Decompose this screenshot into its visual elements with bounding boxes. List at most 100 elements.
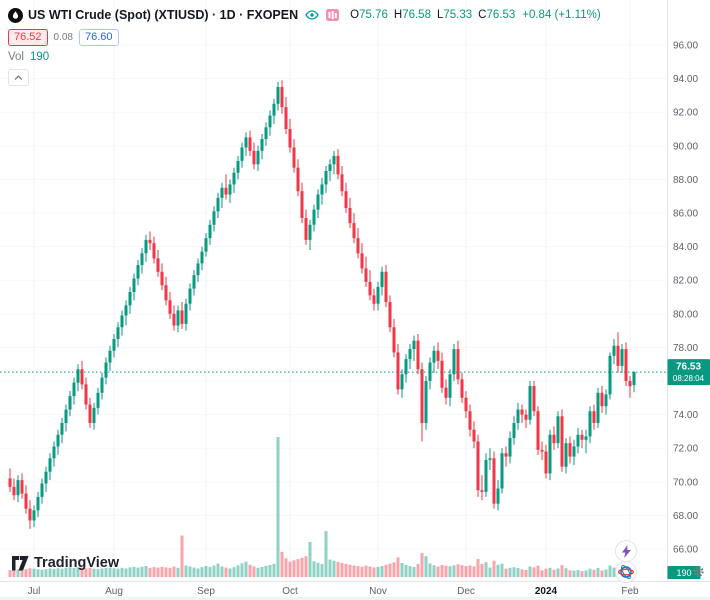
collapse-legend-button[interactable] <box>8 69 29 86</box>
sell-bid-button[interactable]: 76.52 <box>8 29 48 46</box>
candle-body <box>584 436 588 440</box>
volume-bar <box>28 568 32 577</box>
volume-bar <box>420 552 424 577</box>
candle-body <box>112 339 116 351</box>
volume-bar <box>504 568 508 577</box>
volume-bar <box>340 563 344 577</box>
volume-bar <box>120 567 124 577</box>
volume-bar <box>380 566 384 577</box>
candle-body <box>580 434 584 440</box>
svg-text:92.00: 92.00 <box>673 108 698 119</box>
candle-body <box>108 350 112 363</box>
svg-text:Feb: Feb <box>621 586 639 597</box>
time-scrollbar[interactable] <box>0 597 710 600</box>
candle-body <box>60 423 64 435</box>
svg-text:72.00: 72.00 <box>673 444 698 455</box>
volume-bar <box>40 569 44 577</box>
candle-body <box>588 411 592 437</box>
volume-bar <box>220 566 224 577</box>
candle-body <box>72 382 76 397</box>
candle-body <box>512 423 516 439</box>
candle-body <box>44 471 48 484</box>
time-axis[interactable]: Jul Aug Sep Oct Nov Dec 2024 Feb <box>28 586 639 597</box>
candle-body <box>176 310 180 326</box>
candle-body <box>128 291 132 306</box>
volume-bar <box>416 564 420 577</box>
volume-bar <box>500 563 504 577</box>
volume-bar <box>460 565 464 577</box>
candle-body <box>360 253 364 269</box>
candle-body <box>600 392 604 407</box>
volume-bar <box>112 568 116 577</box>
close-value: 76.53 <box>486 9 516 21</box>
candle-body <box>472 429 476 442</box>
candle-body <box>548 434 552 474</box>
candle-body <box>392 327 396 353</box>
buy-ask-button[interactable]: 76.60 <box>79 29 119 46</box>
svg-text:66.00: 66.00 <box>673 545 698 556</box>
candle-body <box>440 360 444 388</box>
volume-bar <box>412 566 416 577</box>
candle-body <box>236 160 240 173</box>
candle-body <box>280 87 284 108</box>
volume-bars <box>8 437 636 577</box>
volume-bar <box>596 568 600 577</box>
volume-bar <box>400 563 404 577</box>
candle-body <box>36 496 40 511</box>
candle-body <box>144 239 148 254</box>
candle-body <box>152 243 156 259</box>
price-axis[interactable]: 96.00 94.00 92.00 90.00 88.00 86.00 84.00 82.00… <box>673 41 698 556</box>
tradingview-logo-icon <box>12 555 29 571</box>
chart-style-icon[interactable] <box>326 9 340 21</box>
svg-text:Oct: Oct <box>282 586 298 597</box>
legend: US WTI Crude (Spot) (XTIUSD) · 1D · FXOP… <box>8 6 601 86</box>
candle-body <box>148 239 152 244</box>
candle-body <box>564 443 568 467</box>
volume-bar <box>356 566 360 577</box>
candle-body <box>24 493 28 509</box>
candle-body <box>224 187 228 195</box>
volume-bar <box>396 557 400 577</box>
multicolor-orbit-icon[interactable] <box>616 562 636 582</box>
lightning-alert-icon[interactable] <box>616 541 636 561</box>
volume-bar <box>456 564 460 577</box>
volume-bar <box>336 561 340 577</box>
volume-bar <box>32 568 36 577</box>
symbol-title[interactable]: US WTI Crude (Spot) (XTIUSD) · 1D · FXOP… <box>28 8 299 22</box>
volume-bar <box>248 564 252 577</box>
open-label: O <box>350 9 360 21</box>
candle-body <box>28 508 32 521</box>
candle-body <box>244 137 248 148</box>
candle-body <box>100 377 104 393</box>
volume-bar <box>404 564 408 577</box>
volume-bar <box>104 568 108 577</box>
volume-label[interactable]: Vol <box>8 51 24 63</box>
volume-bar <box>560 565 564 577</box>
candle-body <box>568 443 572 457</box>
volume-bar <box>304 556 308 577</box>
svg-text:2024: 2024 <box>535 586 558 597</box>
candle-body <box>252 150 256 165</box>
eye-icon[interactable] <box>305 10 319 20</box>
candle-body <box>628 381 632 387</box>
candle-body <box>480 490 484 492</box>
tradingview-watermark[interactable]: TradingView <box>12 555 119 571</box>
svg-text:190: 190 <box>676 568 691 578</box>
chevron-up-icon <box>14 74 23 80</box>
volume-bar <box>448 566 452 577</box>
volume-bar <box>228 568 232 577</box>
candle-body <box>52 446 56 459</box>
candle-body <box>32 510 36 521</box>
volume-value: 190 <box>30 51 50 63</box>
volume-bar <box>116 568 120 577</box>
horizontal-grid-lines <box>0 44 667 550</box>
volume-bar <box>92 568 96 577</box>
svg-text:Sep: Sep <box>197 586 215 597</box>
volume-bar <box>176 567 180 577</box>
candle-body <box>520 409 524 415</box>
settings-gear-icon[interactable] <box>692 565 705 578</box>
volume-bar <box>388 563 392 577</box>
candle-body <box>188 288 192 304</box>
volume-bar <box>516 568 520 577</box>
